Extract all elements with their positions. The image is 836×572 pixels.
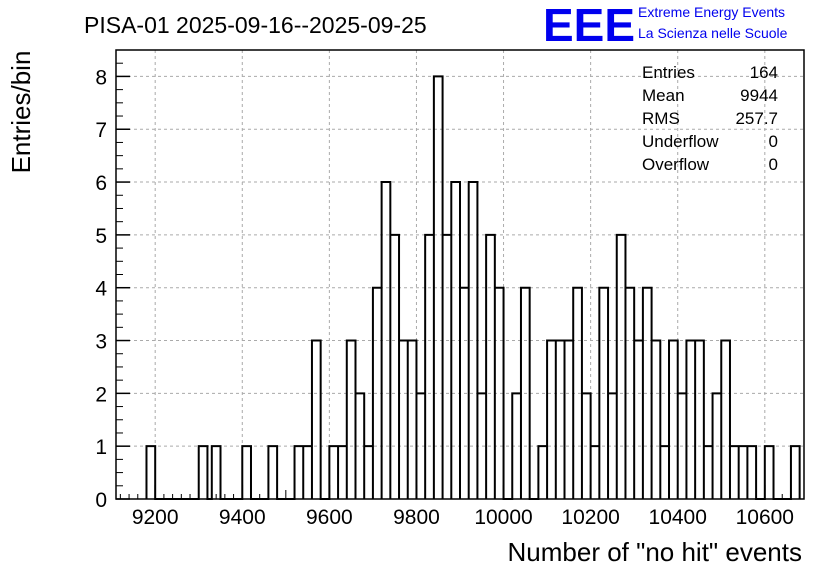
- histogram-bin: [295, 446, 304, 499]
- histogram-bin: [730, 446, 739, 499]
- stat-label: RMS: [642, 109, 680, 128]
- axis-ticks: 9200 9400 9600 9800 10000 10200 10400 10600 0 1 2 3…: [95, 49, 801, 529]
- y-tick-label: 2: [95, 383, 107, 406]
- y-tick-label: 5: [95, 225, 107, 248]
- y-tick-label: 6: [95, 172, 107, 195]
- stat-label: Entries: [642, 63, 695, 82]
- x-axis-label: Number of "no hit" events: [508, 537, 803, 567]
- histogram-bin: [268, 446, 277, 499]
- histogram-bin: [329, 446, 338, 499]
- histogram-bin: [425, 235, 434, 499]
- histogram-bin: [634, 341, 643, 499]
- stat-value: 257.7: [735, 109, 778, 128]
- x-tick-label: 9600: [306, 506, 353, 529]
- histogram-bin: [660, 446, 669, 499]
- y-tick-label: 8: [95, 66, 107, 89]
- histogram-bin: [765, 446, 774, 499]
- histogram-bin: [617, 235, 626, 499]
- x-tick-label: 10000: [474, 506, 532, 529]
- histogram-bin: [721, 341, 730, 499]
- stat-value: 9944: [740, 86, 778, 105]
- chart-title: PISA-01 2025-09-16--2025-09-25: [84, 12, 427, 38]
- histogram-bin: [547, 341, 556, 499]
- histogram-bin: [591, 446, 600, 499]
- x-tick-label: 9200: [132, 506, 179, 529]
- histogram-bin: [399, 341, 408, 499]
- histogram-bin: [739, 446, 748, 499]
- y-axis-label: Entries/bin: [6, 51, 36, 174]
- eee-logo: EEE Extreme Energy Events La Scienza nel…: [543, 0, 788, 51]
- y-tick-label: 4: [95, 278, 107, 301]
- histogram-bin: [695, 341, 704, 499]
- histogram-bin: [686, 341, 695, 499]
- y-tick-label: 3: [95, 331, 107, 354]
- histogram-bin: [538, 446, 547, 499]
- logo-line-1: Extreme Energy Events: [638, 4, 785, 20]
- histogram-bin: [408, 341, 417, 499]
- stat-label: Overflow: [642, 155, 710, 174]
- histogram-bin: [199, 446, 208, 499]
- histogram-bin: [747, 446, 756, 499]
- histogram-bin: [390, 235, 399, 499]
- y-tick-label: 1: [95, 436, 107, 459]
- histogram-bin: [791, 446, 800, 499]
- histogram-bin: [312, 341, 321, 499]
- histogram-bin: [565, 341, 574, 499]
- y-tick-label: 0: [95, 489, 107, 512]
- statistics-box: Entries 164 Mean 9944 RMS 257.7 Underflow 0 Over…: [642, 63, 778, 174]
- histogram-bin: [303, 446, 312, 499]
- eee-logo-mark: EEE: [543, 0, 635, 51]
- histogram-bin: [338, 446, 347, 499]
- stat-value: 0: [769, 132, 778, 151]
- histogram-bin: [212, 446, 221, 499]
- histogram-bin: [443, 235, 452, 499]
- histogram-bin: [652, 341, 661, 499]
- x-tick-label: 9400: [219, 506, 266, 529]
- histogram-bin: [704, 446, 713, 499]
- histogram-bin: [486, 235, 495, 499]
- histogram-bin: [242, 446, 251, 499]
- histogram-bin: [146, 446, 155, 499]
- stat-label: Mean: [642, 86, 685, 105]
- x-tick-label: 9800: [393, 506, 440, 529]
- stat-value: 0: [769, 155, 778, 174]
- histogram-bin: [347, 341, 356, 499]
- y-tick-label: 7: [95, 119, 107, 142]
- x-tick-label: 10200: [561, 506, 619, 529]
- histogram-bin: [364, 446, 373, 499]
- stat-label: Underflow: [642, 132, 719, 151]
- x-tick-label: 10400: [649, 506, 707, 529]
- logo-line-2: La Scienza nelle Scuole: [638, 25, 788, 41]
- histogram-bin: [669, 341, 678, 499]
- x-tick-label: 10600: [736, 506, 794, 529]
- stat-value: 164: [750, 63, 778, 82]
- histogram-bin: [556, 341, 565, 499]
